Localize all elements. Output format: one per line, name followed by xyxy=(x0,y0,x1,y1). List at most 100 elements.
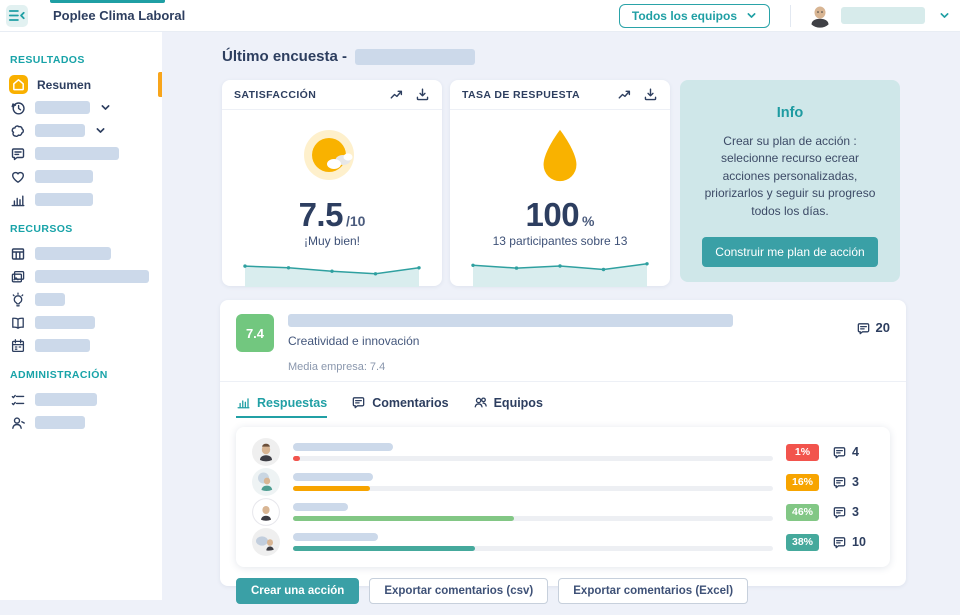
percent-badge: 1% xyxy=(786,443,819,461)
respondent-label-placeholder xyxy=(293,443,393,451)
people-icon xyxy=(473,395,488,410)
sidebar-item[interactable] xyxy=(10,288,152,311)
question-panel: 7.4 Creatividad e innovación Media empre… xyxy=(220,300,906,604)
sidebar-section-recursos: RECURSOS xyxy=(10,223,73,235)
response-row: 16% 3 xyxy=(252,467,874,497)
sidebar-item[interactable] xyxy=(10,334,152,357)
sidebar-item[interactable] xyxy=(10,411,152,434)
response-bar-fill xyxy=(293,516,514,521)
sidebar-item[interactable] xyxy=(10,242,152,265)
percent-badge: 16% xyxy=(786,473,819,491)
redacted-label-placeholder xyxy=(35,293,65,306)
response-bar-track xyxy=(293,546,773,551)
sun-cloud-icon xyxy=(301,124,363,186)
table-icon xyxy=(10,246,26,262)
response-bar-fill xyxy=(293,546,476,551)
sidebar-item[interactable] xyxy=(10,388,152,411)
trend-icon[interactable] xyxy=(389,87,404,102)
question-header: 7.4 Creatividad e innovación Media empre… xyxy=(220,300,906,382)
redacted-label-placeholder xyxy=(35,193,93,206)
response-bar-fill xyxy=(293,456,300,461)
trend-icon[interactable] xyxy=(617,87,632,102)
team-filter-dropdown[interactable]: Todos los equipos xyxy=(618,3,770,28)
response-rate-sparkline xyxy=(471,262,649,287)
response-bar-fill xyxy=(293,486,370,491)
comments-count: 20 xyxy=(875,320,890,335)
responses-list: 1% 4 16% xyxy=(236,427,890,567)
row-comments-count[interactable]: 10 xyxy=(832,534,874,550)
sidebar-item[interactable] xyxy=(10,311,152,334)
percent-badge: 38% xyxy=(786,533,819,551)
satisfaction-score-suffix: /10 xyxy=(345,213,366,229)
info-card: Info Crear su plan de acción : selecionn… xyxy=(680,80,900,282)
response-row: 38% 10 xyxy=(252,527,874,557)
sidebar-item[interactable] xyxy=(10,96,152,119)
response-bar-track xyxy=(293,456,773,461)
response-row: 46% 3 xyxy=(252,497,874,527)
sidebar-item[interactable] xyxy=(10,188,152,211)
action-button[interactable]: Crear una acción xyxy=(236,578,360,604)
avatar xyxy=(807,3,833,29)
sidebar-item[interactable] xyxy=(10,142,152,165)
comment-icon xyxy=(351,395,366,410)
sidebar-item[interactable] xyxy=(10,165,152,188)
percent-badge: 46% xyxy=(786,503,819,521)
active-item-indicator xyxy=(158,72,162,97)
info-card-title: Info xyxy=(776,105,804,121)
respondent-label-placeholder xyxy=(293,533,378,541)
tab[interactable]: Comentarios xyxy=(351,395,449,418)
download-icon[interactable] xyxy=(415,87,430,102)
action-button[interactable]: Exportar comentarios (csv) xyxy=(369,578,549,604)
response-rate-score: 100 xyxy=(525,196,580,233)
satisfaction-score: 7.5 xyxy=(298,196,344,233)
row-comments-count[interactable]: 3 xyxy=(832,504,874,520)
redacted-label-placeholder xyxy=(35,270,149,283)
response-rate-score-suffix: % xyxy=(582,213,595,229)
main-content: Último encuesta - SATISFACCIÓN 7.5 /10 ¡… xyxy=(162,32,960,604)
puzzle-icon xyxy=(10,123,26,139)
redacted-label-placeholder xyxy=(35,170,93,183)
sidebar-item[interactable] xyxy=(10,265,152,288)
row-comments-count[interactable]: 3 xyxy=(832,474,874,490)
avatar-1 xyxy=(252,438,280,466)
user-name-placeholder xyxy=(841,7,925,24)
sidebar-section-resultados: RESULTADOS xyxy=(10,54,85,66)
panel-actions: Crear una acción Exportar comentarios (c… xyxy=(220,567,906,615)
bar-chart-icon xyxy=(236,395,251,410)
checklist-icon xyxy=(10,392,26,408)
topbar-divider xyxy=(790,4,791,27)
menu-collapse-icon xyxy=(8,8,26,23)
info-card-body: Crear su plan de acción : selecionne rec… xyxy=(704,134,876,218)
bar-chart-icon xyxy=(10,192,26,208)
build-action-plan-button[interactable]: Construir me plan de acción xyxy=(702,236,878,267)
row-comments-count[interactable]: 4 xyxy=(832,444,874,460)
company-average: Media empresa: 7.4 xyxy=(288,361,386,373)
comment-icon xyxy=(856,321,871,336)
home-icon xyxy=(9,75,28,94)
comment-icon xyxy=(832,445,847,460)
user-menu[interactable] xyxy=(807,3,950,29)
sidebar-item-label: Resumen xyxy=(37,77,92,92)
lightbulb-icon xyxy=(10,292,26,308)
page-title: Último encuesta - xyxy=(222,48,476,65)
tab[interactable]: Equipos xyxy=(473,395,543,418)
question-category: Creatividad e innovación xyxy=(288,334,420,348)
avatar-4 xyxy=(252,528,280,556)
sidebar-item[interactable] xyxy=(10,119,152,142)
sidebar-collapse-button[interactable] xyxy=(6,4,28,27)
comments-count: 3 xyxy=(852,505,859,519)
droplet-icon xyxy=(537,124,583,186)
satisfaction-card: SATISFACCIÓN 7.5 /10 ¡Muy bien! xyxy=(222,80,442,287)
question-score-badge: 7.4 xyxy=(236,314,274,352)
sidebar: RESULTADOS Resumen xyxy=(0,32,162,600)
tab[interactable]: Respuestas xyxy=(236,395,328,418)
comment-icon xyxy=(832,505,847,520)
download-icon[interactable] xyxy=(643,87,658,102)
top-bar: Poplee Clima Laboral Todos los equipos xyxy=(0,0,960,32)
question-comments-count[interactable]: 20 xyxy=(856,320,890,373)
sidebar-item[interactable]: Resumen xyxy=(9,72,162,97)
survey-name-placeholder xyxy=(355,48,476,65)
action-button[interactable]: Exportar comentarios (Excel) xyxy=(558,578,749,604)
redacted-label-placeholder xyxy=(35,393,97,406)
response-row: 1% 4 xyxy=(252,437,874,467)
